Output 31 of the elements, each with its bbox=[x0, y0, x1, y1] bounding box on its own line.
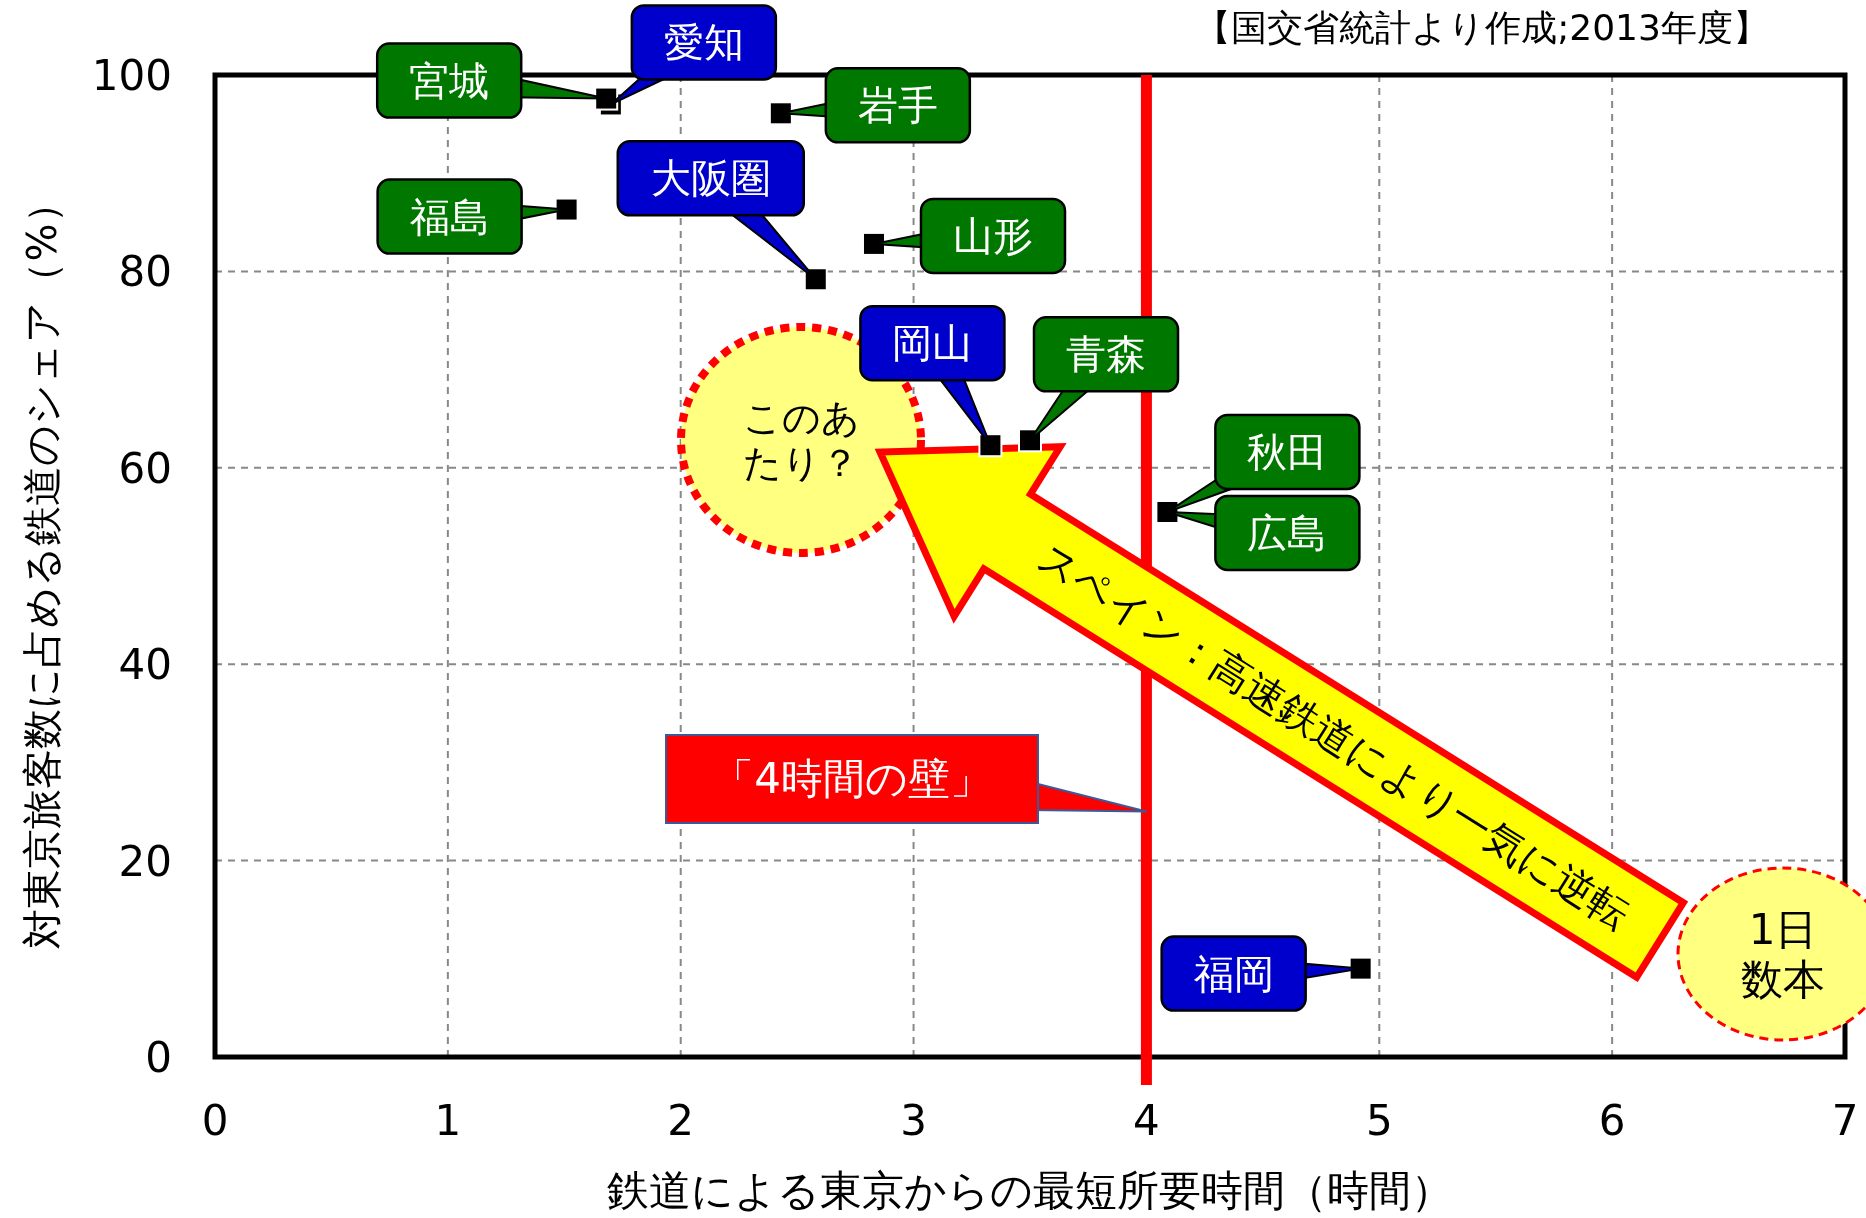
x-tick-label: 6 bbox=[1598, 1096, 1626, 1145]
x-axis-title: 鉄道による東京からの最短所要時間（時間） bbox=[607, 1166, 1453, 1215]
annotation: 福島 bbox=[409, 193, 490, 240]
x-tick-label: 4 bbox=[1133, 1096, 1160, 1145]
point bbox=[1348, 956, 1373, 981]
x-tick-label: 5 bbox=[1365, 1096, 1393, 1145]
point bbox=[768, 101, 793, 126]
annotation: 宮城 bbox=[409, 57, 490, 104]
annotation: 愛知 bbox=[663, 19, 744, 66]
text: 【国交省統計より作成;2013年度】 bbox=[1195, 7, 1769, 48]
y-tick-label: 100 bbox=[91, 51, 172, 100]
x-tick-label: 7 bbox=[1831, 1096, 1859, 1145]
y-tick-label: 20 bbox=[118, 836, 172, 886]
x-tick-label: 2 bbox=[667, 1096, 695, 1145]
y-tick-label: 40 bbox=[118, 640, 172, 690]
y-tick-label: 60 bbox=[118, 443, 172, 493]
point bbox=[861, 231, 886, 256]
y-tick-label: 0 bbox=[145, 1033, 172, 1082]
annotation: このあたり？ bbox=[742, 395, 860, 486]
point bbox=[554, 197, 579, 222]
annotation: 岩手 bbox=[857, 82, 938, 129]
x-tick-label: 3 bbox=[900, 1096, 927, 1145]
y-tick-label: 80 bbox=[118, 247, 172, 297]
x-tick-label: 1 bbox=[434, 1096, 462, 1145]
annotation: 1日数本 bbox=[1741, 904, 1825, 1004]
x-tick-label: 0 bbox=[201, 1096, 229, 1145]
annotation: 山形 bbox=[952, 212, 1033, 259]
annotation: 大阪圏 bbox=[650, 155, 771, 202]
y-axis-title: 対東京旅客数に占める鉄道のシェア（%） bbox=[19, 183, 65, 949]
annotation: 青森 bbox=[1066, 331, 1146, 378]
annotation: 岡山 bbox=[892, 320, 973, 367]
